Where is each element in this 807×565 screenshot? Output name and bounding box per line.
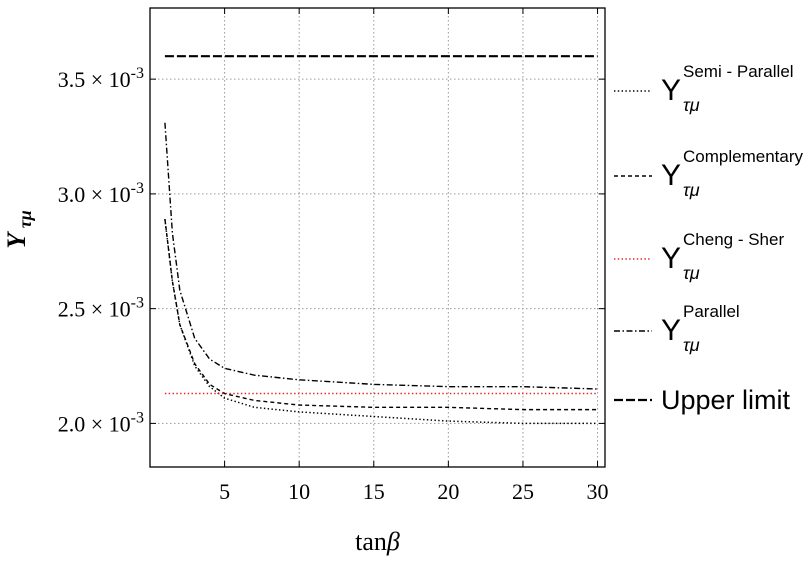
legend-label-0: YSemi - Parallel (661, 62, 794, 107)
series-lines (164, 55, 598, 425)
x-tick-label-4: 25 (512, 479, 534, 504)
legend-label-sub-1: τμ (683, 180, 700, 200)
y-tick-label-1: 2.5 × 10-3 (58, 295, 144, 322)
x-axis-title: tanβ (355, 527, 400, 556)
series-line-complementary (164, 219, 598, 411)
x-tick-label-0: 5 (219, 479, 230, 504)
x-tick-label-2: 15 (363, 479, 385, 504)
legend-label-sub-3: τμ (683, 335, 700, 355)
y-tick-label-2: 3.0 × 10-3 (58, 180, 144, 207)
legend-label-sub-0: τμ (683, 95, 700, 115)
x-tick-label-3: 20 (437, 479, 459, 504)
grid-lines (150, 8, 605, 467)
legend-label-4: Upper limit (661, 385, 791, 415)
legend-label-3: YParallel (661, 302, 740, 347)
axis-ticks: 5 10 15 20 25 30 2.0 × 10-3 2.5 × 10-3 3.0 × 10-… (58, 8, 609, 504)
plot-frame (149, 7, 606, 468)
x-tick-label-5: 30 (587, 479, 609, 504)
y-tick-label-0: 2.0 × 10-3 (58, 409, 144, 436)
y-axis-title: Y τμ (2, 210, 35, 248)
legend-label-sub-2: τμ (683, 263, 700, 283)
x-tick-label-1: 10 (288, 479, 310, 504)
y-tick-label-3: 3.5 × 10-3 (58, 65, 144, 92)
legend: YSemi - ParallelτμYComplementaryτμYCheng… (614, 62, 804, 415)
legend-item-4: Upper limit (614, 385, 791, 415)
legend-label-1: YComplementary (661, 147, 804, 192)
series-line-parallel (164, 122, 598, 390)
legend-label-2: YCheng - Sher (661, 230, 784, 275)
